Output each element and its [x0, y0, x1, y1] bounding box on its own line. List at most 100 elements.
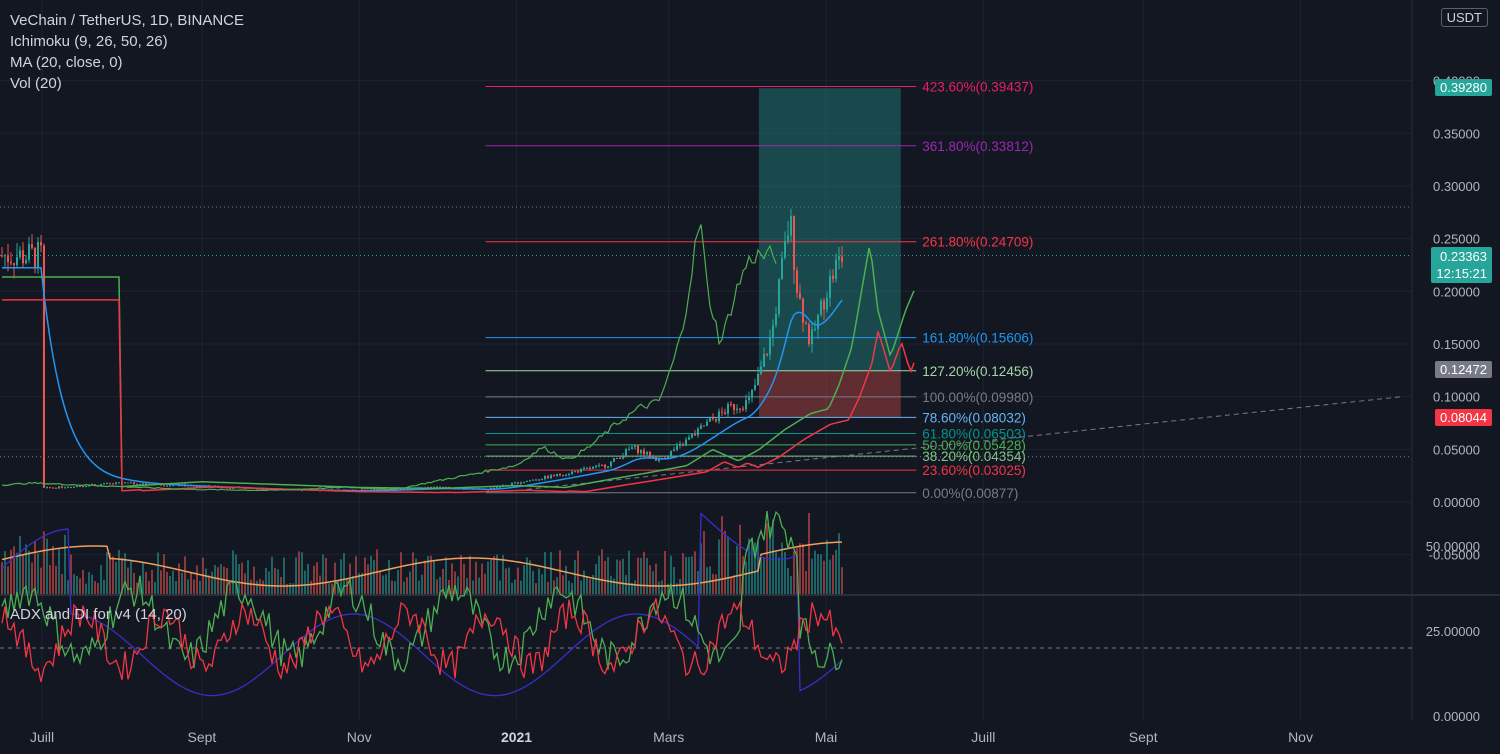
volume-bar	[367, 564, 369, 594]
candle-body	[718, 411, 720, 422]
y-tick-label: 0.15000	[1433, 337, 1480, 352]
volume-bar	[313, 565, 315, 594]
volume-bar	[316, 562, 318, 594]
volume-bar	[817, 554, 819, 594]
candle-body	[127, 482, 129, 484]
volume-bar	[259, 578, 261, 594]
candle-body	[94, 484, 96, 486]
y-tick-label: 0.30000	[1433, 179, 1480, 194]
candle-body	[589, 468, 591, 470]
volume-bar	[382, 575, 384, 594]
chart-legend: VeChain / TetherUS, 1D, BINANCE Ichimoku…	[10, 10, 244, 94]
candle-body	[145, 483, 147, 485]
volume-bar	[799, 543, 801, 594]
volume-bar	[622, 558, 624, 594]
candle-body	[232, 487, 234, 489]
candle-body	[700, 425, 702, 429]
volume-bar	[553, 580, 555, 594]
x-tick-label: Juill	[971, 729, 995, 745]
volume-bar	[388, 559, 390, 594]
volume-bar	[136, 582, 138, 594]
candle-body	[640, 450, 642, 453]
volume-bar	[538, 568, 540, 594]
candle-body	[826, 297, 828, 310]
candle-body	[715, 419, 717, 422]
volume-bar	[445, 557, 447, 594]
candle-body	[100, 484, 102, 486]
candle-body	[577, 471, 579, 473]
volume-bar	[304, 570, 306, 594]
volume-bar	[142, 563, 144, 594]
candle-body	[4, 255, 6, 257]
volume-bar	[292, 583, 294, 594]
candle-body	[688, 437, 690, 440]
volume-bar	[733, 575, 735, 594]
volume-bar	[49, 565, 51, 594]
candle-body	[787, 235, 789, 241]
candle-body	[220, 487, 222, 489]
volume-bar	[301, 552, 303, 594]
volume-bar	[187, 579, 189, 594]
volume-bar	[34, 540, 36, 594]
volume-bar	[475, 561, 477, 594]
volume-bar	[718, 539, 720, 594]
candle-body	[721, 411, 723, 413]
candle-body	[823, 300, 825, 310]
volume-bar	[43, 531, 45, 594]
volume-bar	[532, 570, 534, 594]
volume-bar	[562, 575, 564, 594]
volume-bar	[775, 552, 777, 594]
volume-bar	[700, 543, 702, 594]
candle-body	[625, 449, 627, 456]
volume-bar	[721, 516, 723, 594]
volume-bar	[250, 579, 252, 594]
volume-bar	[523, 564, 525, 594]
volume-bar	[25, 544, 27, 594]
volume-bar	[163, 554, 165, 594]
candle-body	[28, 244, 30, 260]
volume-bar	[400, 552, 402, 594]
volume-bar	[715, 574, 717, 594]
candle-body	[403, 488, 405, 490]
candle-body	[511, 483, 513, 486]
candle-body	[595, 465, 597, 467]
span-a-line	[2, 247, 915, 490]
volume-bar	[310, 580, 312, 594]
candle-body	[631, 447, 633, 450]
volume-bar	[103, 579, 105, 594]
candle-body	[592, 466, 594, 469]
volume-bar	[808, 512, 810, 594]
candle-body	[229, 487, 231, 489]
volume-bar	[619, 560, 621, 594]
volume-bar	[433, 560, 435, 594]
candle-body	[778, 279, 780, 315]
volume-bar	[739, 524, 741, 594]
candle-body	[574, 471, 576, 473]
candle-body	[166, 485, 168, 487]
volume-bar	[679, 578, 681, 594]
volume-bar	[769, 526, 771, 594]
candle-body	[61, 486, 63, 488]
volume-ma-line	[1, 541, 843, 587]
volume-bar	[343, 553, 345, 594]
volume-bar	[547, 581, 549, 594]
volume-bar	[337, 580, 339, 594]
candle-body	[553, 475, 555, 477]
currency-button[interactable]: USDT	[1440, 8, 1488, 27]
candle-body	[841, 256, 843, 262]
candle-body	[550, 475, 552, 479]
volume-bar	[58, 549, 60, 594]
candle-body	[55, 487, 57, 489]
stop-price-tag: 0.08044	[1435, 409, 1492, 426]
fib-label: 161.80%(0.15606)	[922, 331, 1033, 346]
candle-body	[112, 483, 114, 485]
volume-bar	[751, 537, 753, 594]
volume-bar	[19, 536, 21, 594]
candle-body	[544, 476, 546, 479]
y-tick-label: 0.05000	[1433, 442, 1480, 457]
volume-bar	[607, 557, 609, 594]
candle-body	[133, 482, 135, 485]
volume-bar	[508, 567, 510, 594]
fib-label: 361.80%(0.33812)	[922, 139, 1033, 154]
